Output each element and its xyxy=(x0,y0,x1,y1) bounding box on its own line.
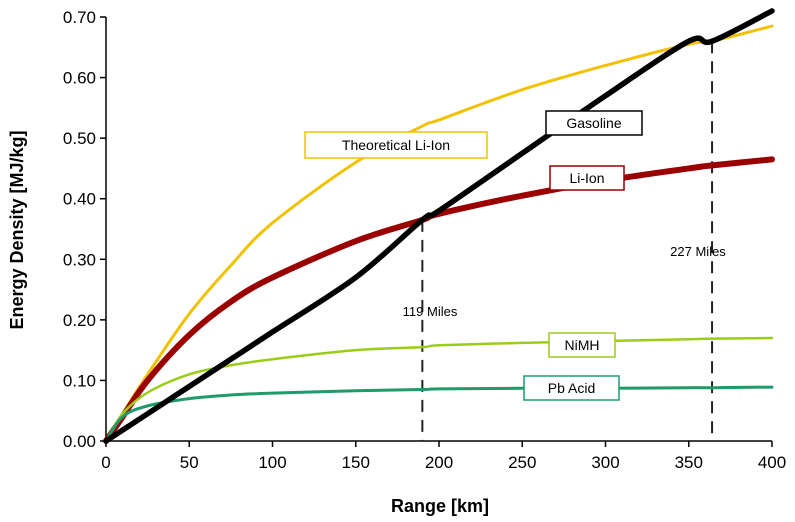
nimh-line xyxy=(104,336,774,443)
series-label: Pb Acid xyxy=(548,380,595,396)
x-axis-title: Range [km] xyxy=(391,496,489,516)
gasoline-line xyxy=(103,8,775,444)
series-label-box xyxy=(523,375,620,401)
y-tick-label: 0.60 xyxy=(63,69,96,88)
series-label-box xyxy=(549,165,625,191)
y-tick-label: 0.10 xyxy=(63,371,96,390)
y-tick-label: 0.20 xyxy=(63,311,96,330)
x-tick-label: 300 xyxy=(591,453,619,472)
annotation-label: 119 Miles xyxy=(403,304,458,319)
series-label: Gasoline xyxy=(566,115,621,131)
y-tick-label: 0.70 xyxy=(63,8,96,27)
y-tick-label: 0.30 xyxy=(63,250,96,269)
series-label: Theoretical Li-Ion xyxy=(342,137,450,153)
x-tick-label: 150 xyxy=(342,453,370,472)
x-tick-label: 50 xyxy=(180,453,199,472)
series-label-box xyxy=(304,131,488,159)
series-label: Li-Ion xyxy=(569,170,604,186)
x-tick-label: 250 xyxy=(508,453,536,472)
x-tick-label: 350 xyxy=(675,453,703,472)
y-tick-label: 0.00 xyxy=(63,432,96,451)
plot-area: 0.00 0.10 0.20 0.30 0.40 0.50 0.60 0.70 0 50 100 15… xyxy=(63,8,786,472)
y-axis-title: Energy Density [MJ/kg] xyxy=(7,130,27,329)
x-tick-label: 400 xyxy=(758,453,786,472)
li-ion-line xyxy=(103,156,775,444)
series-label-box xyxy=(548,332,616,358)
x-tick-label: 100 xyxy=(258,453,286,472)
pb-acid-line xyxy=(104,385,774,443)
annotation-label: 227 Miles xyxy=(670,244,726,259)
y-tick-label: 0.40 xyxy=(63,190,96,209)
y-tick-label: 0.50 xyxy=(63,129,96,148)
x-tick-label: 0 xyxy=(101,453,110,472)
series-label-box xyxy=(545,110,643,136)
x-tick-label: 200 xyxy=(425,453,453,472)
series-label: NiMH xyxy=(565,337,600,353)
